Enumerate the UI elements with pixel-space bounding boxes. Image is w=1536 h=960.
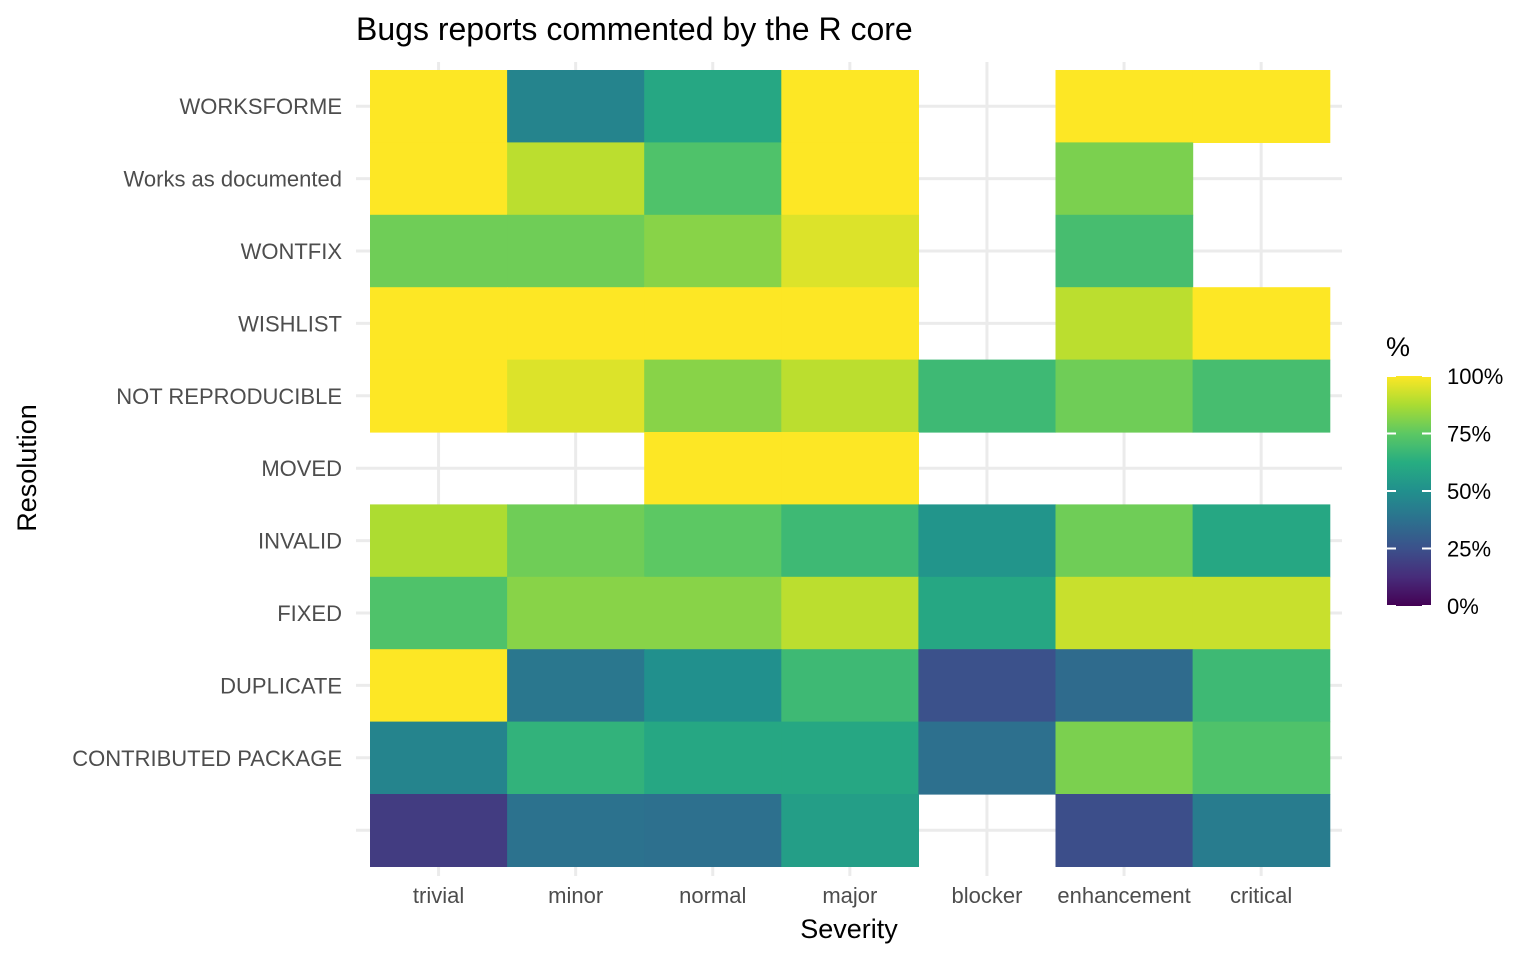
heatmap-cell [370, 576, 508, 650]
heatmap-cell [370, 142, 508, 216]
heatmap-cell [781, 214, 919, 288]
y-axis-ticks: WORKSFORME Works as documented WONTFIX WISH… [72, 94, 342, 771]
heatmap-cell [644, 649, 782, 723]
heatmap-cell [507, 649, 645, 723]
heatmap-cell [644, 432, 782, 505]
heatmap-cell [1192, 287, 1331, 361]
heatmap-cell [1055, 649, 1194, 723]
heatmap-cell [781, 287, 919, 361]
legend-tick-label: 0% [1447, 594, 1479, 619]
heatmap-cell [1192, 794, 1331, 867]
heatmap-cell [644, 70, 782, 143]
heatmap-cell [1055, 287, 1194, 361]
x-tick-label: enhancement [1057, 883, 1190, 908]
heatmap-cell [507, 359, 645, 433]
heatmap-cell [644, 794, 782, 867]
heatmap-cell [1055, 576, 1194, 650]
legend-tick-label: 100% [1447, 364, 1503, 389]
heatmap-cell [1192, 359, 1331, 433]
heatmap-cell [1055, 70, 1194, 143]
x-tick-label: normal [679, 883, 746, 908]
y-tick-label: WORKSFORME [179, 94, 342, 119]
heatmap-cell [507, 504, 645, 578]
heatmap-cell [507, 721, 645, 795]
heatmap-cell [781, 432, 919, 505]
heatmap-cell [644, 287, 782, 361]
x-axis-ticks: trivial minor normal major blocker enhancemen… [413, 883, 1292, 908]
heatmap-cell [781, 721, 919, 795]
heatmap-cell [1055, 359, 1194, 433]
heatmap-cell [507, 70, 645, 143]
y-tick-label: CONTRIBUTED PACKAGE [72, 746, 342, 771]
legend-title: % [1386, 332, 1410, 362]
heatmap-cell [370, 214, 508, 288]
heatmap-cell [370, 794, 508, 867]
x-tick-label: blocker [951, 883, 1022, 908]
heatmap-cell [781, 576, 919, 650]
heatmap-cell [1055, 504, 1194, 578]
heatmap-cell [1192, 649, 1331, 723]
chart-title: Bugs reports commented by the R core [356, 11, 913, 47]
heatmap-cell [1192, 721, 1331, 795]
y-tick-label: INVALID [258, 529, 342, 554]
y-axis-title: Resolution [12, 404, 42, 532]
legend-tick-label: 50% [1447, 479, 1491, 504]
x-tick-label: critical [1230, 883, 1292, 908]
legend-tick-label: 25% [1447, 537, 1491, 562]
heatmap-cell [644, 142, 782, 216]
x-axis-title: Severity [800, 914, 898, 944]
heatmap-cell [507, 794, 645, 867]
heatmap-cell [918, 576, 1057, 650]
heatmap-cell [370, 649, 508, 723]
x-tick-label: major [822, 883, 877, 908]
heatmap-cell [1192, 504, 1331, 578]
heatmap-cells [370, 70, 1331, 867]
heatmap-cell [918, 649, 1057, 723]
y-tick-label: FIXED [277, 601, 342, 626]
heatmap-cell [781, 794, 919, 867]
heatmap-cell [1055, 794, 1194, 867]
heatmap-cell [644, 504, 782, 578]
heatmap-cell [370, 504, 508, 578]
heatmap-cell [1055, 142, 1194, 216]
heatmap-cell [507, 576, 645, 650]
legend-ticks: 100% 75% 50% 25% 0% [1387, 364, 1503, 619]
heatmap-cell [781, 70, 919, 143]
heatmap-cell [507, 287, 645, 361]
heatmap-cell [781, 142, 919, 216]
heatmap-cell [1055, 721, 1194, 795]
y-tick-label: WISHLIST [238, 311, 342, 336]
heatmap-cell [370, 287, 508, 361]
heatmap-cell [1192, 70, 1331, 143]
heatmap-cell [781, 504, 919, 578]
y-tick-label: DUPLICATE [220, 673, 342, 698]
heatmap-cell [507, 142, 645, 216]
x-tick-label: trivial [413, 883, 464, 908]
heatmap-cell [370, 70, 508, 143]
y-tick-label: MOVED [261, 456, 342, 481]
y-tick-label: Works as documented [124, 167, 342, 192]
heatmap-cell [1055, 214, 1194, 288]
legend-tick-label: 75% [1447, 422, 1491, 447]
color-legend: % 100% 75% 50% 25% 0% [1386, 332, 1503, 619]
heatmap-cell [644, 214, 782, 288]
y-tick-label: WONTFIX [241, 239, 343, 264]
heatmap-cell [370, 721, 508, 795]
heatmap-cell [644, 721, 782, 795]
y-tick-label: NOT REPRODUCIBLE [116, 384, 342, 409]
heatmap-cell [781, 649, 919, 723]
heatmap-cell [644, 576, 782, 650]
heatmap-cell [370, 359, 508, 433]
heatmap-cell [918, 359, 1057, 433]
heatmap-cell [1192, 576, 1331, 650]
x-tick-label: minor [548, 883, 603, 908]
heatmap-cell [781, 359, 919, 433]
heatmap-cell [644, 359, 782, 433]
heatmap-cell [507, 214, 645, 288]
heatmap-cell [918, 721, 1057, 795]
heatmap-cell [918, 504, 1057, 578]
